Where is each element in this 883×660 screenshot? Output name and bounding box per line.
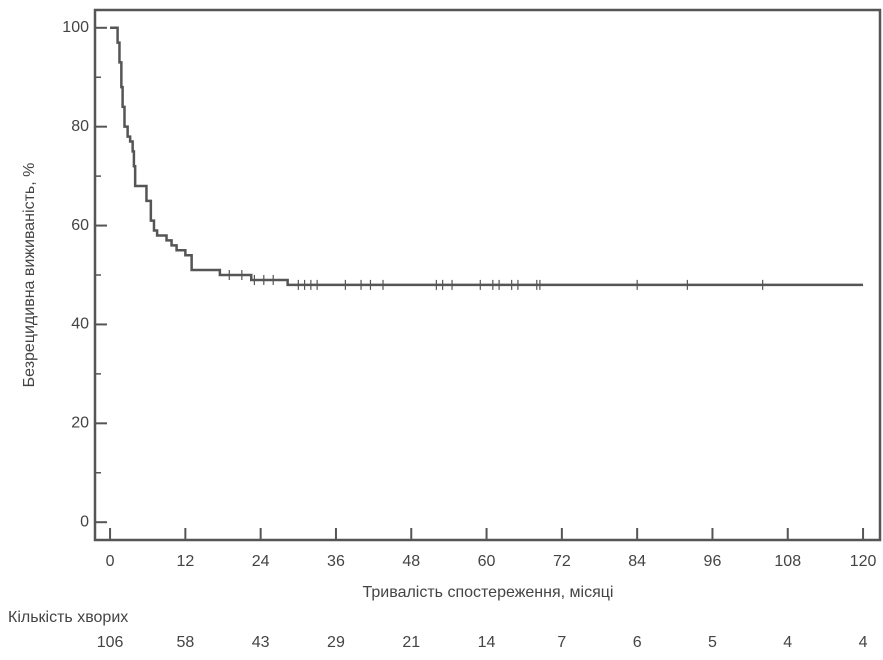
x-tick-label: 36 [327, 553, 345, 570]
y-tick-label: 40 [71, 316, 89, 333]
y-tick-label: 0 [80, 513, 89, 530]
x-tick-label: 84 [628, 553, 646, 570]
x-tick-label: 108 [774, 553, 801, 570]
at-risk-value: 43 [252, 634, 270, 651]
at-risk-value: 5 [708, 634, 717, 651]
x-axis-label: Тривалість спостереження, місяці [363, 584, 614, 601]
x-tick-label: 120 [850, 553, 877, 570]
at-risk-value: 21 [402, 634, 420, 651]
y-tick-label: 20 [71, 415, 89, 432]
at-risk-value: 4 [783, 634, 792, 651]
x-tick-label: 72 [553, 553, 571, 570]
survival-curve [110, 26, 864, 287]
x-tick-label: 24 [252, 553, 270, 570]
at-risk-value: 14 [478, 634, 496, 651]
at-risk-value: 7 [557, 634, 566, 651]
x-tick-label: 96 [704, 553, 722, 570]
x-tick-label: 12 [176, 553, 194, 570]
x-tick-label: 48 [402, 553, 420, 570]
at-risk-value: 6 [633, 634, 642, 651]
y-tick-label: 60 [71, 217, 89, 234]
x-tick-label: 0 [106, 553, 115, 570]
at-risk-value: 4 [859, 634, 868, 651]
at-risk-value: 106 [97, 634, 124, 651]
at-risk-label: Кількість хворих [8, 609, 128, 626]
y-tick-label: 80 [71, 118, 89, 135]
at-risk-value: 58 [176, 634, 194, 651]
at-risk-value: 29 [327, 634, 345, 651]
plot-frame [93, 8, 882, 542]
x-tick-label: 60 [478, 553, 496, 570]
y-tick-label: 100 [62, 19, 89, 36]
y-axis-label: Безрецидивна виживаність, % [21, 163, 38, 388]
